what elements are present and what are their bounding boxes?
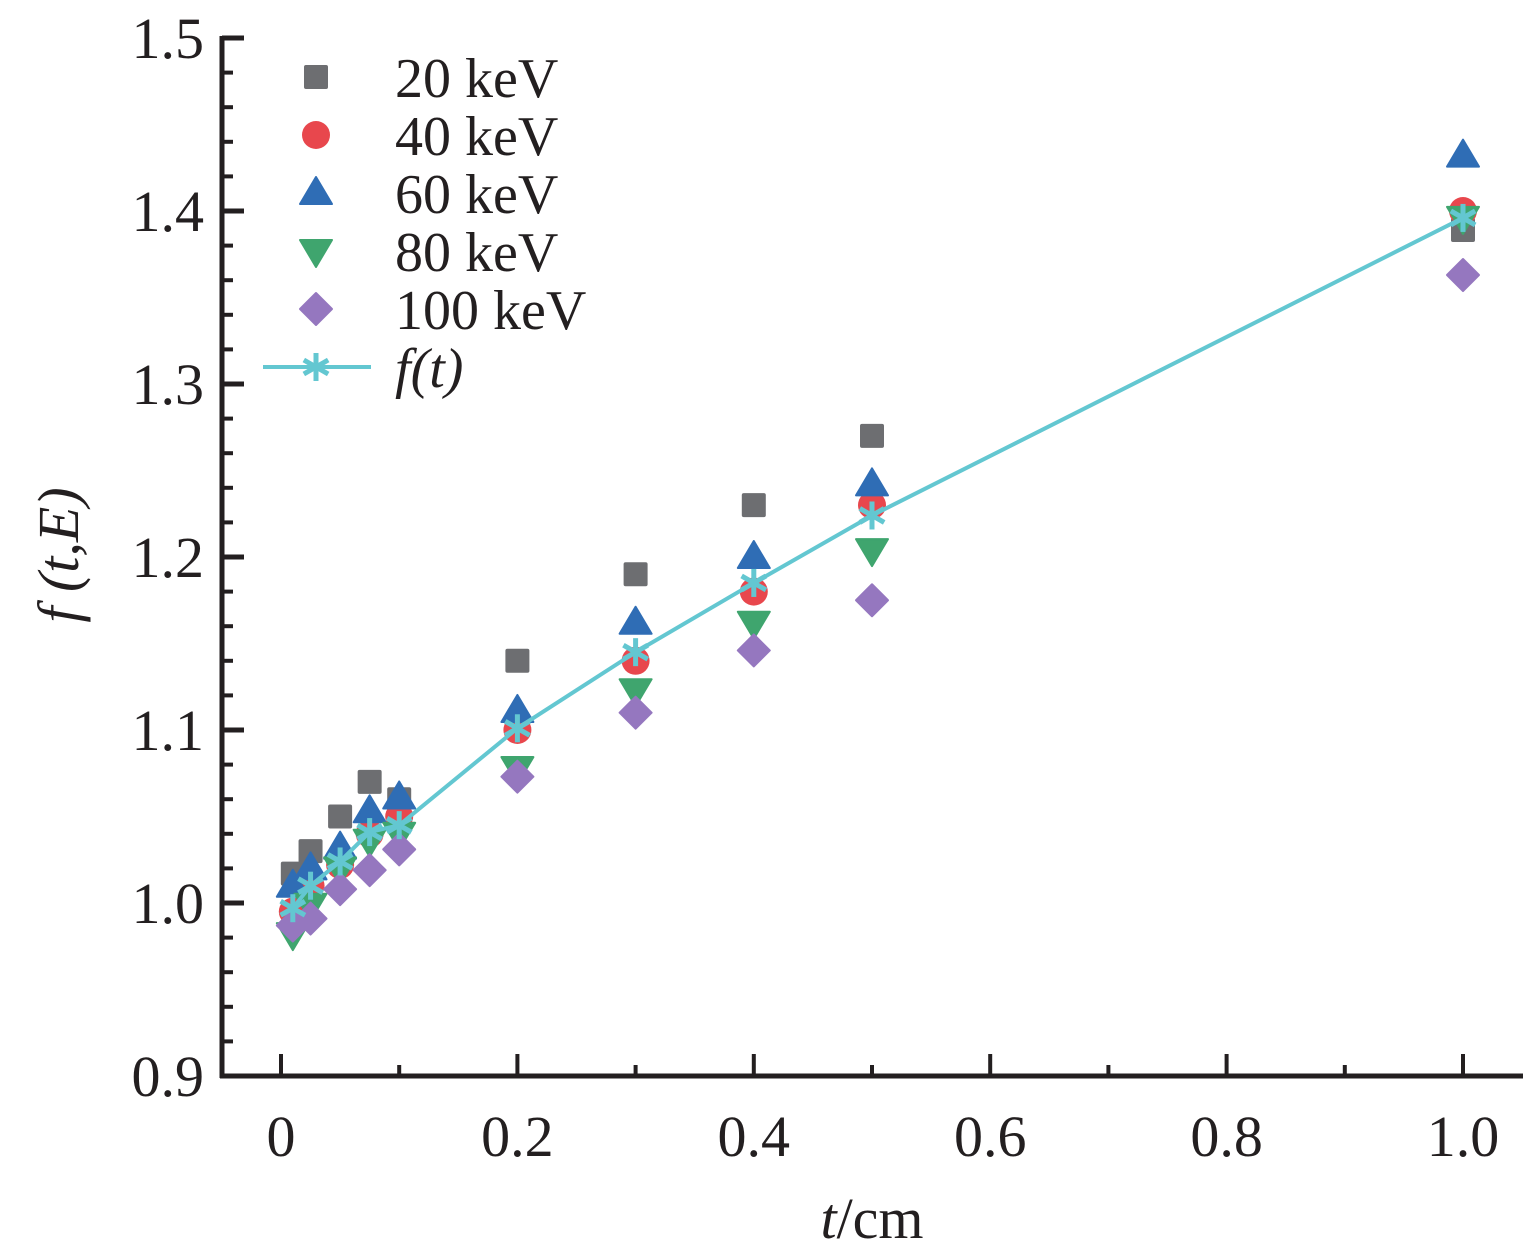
legend-item: 60 keV (299, 164, 558, 226)
legend-diamond-icon (299, 292, 333, 326)
y-tick-label: 0.9 (132, 1044, 205, 1109)
y-tick-label: 1.5 (132, 6, 205, 71)
x-tick-label: 1.0 (1427, 1104, 1500, 1169)
data-point (741, 493, 766, 518)
data-point (1449, 203, 1477, 232)
data-point (855, 467, 889, 497)
legend-triangle-down-icon (299, 239, 333, 268)
legend-label: 80 keV (395, 222, 558, 284)
legend-label: 100 keV (395, 280, 586, 342)
data-point (855, 538, 889, 568)
y-tick-label: 1.4 (132, 179, 205, 244)
legend-item: 80 keV (299, 222, 558, 284)
y-tick-label: 1.1 (132, 698, 205, 763)
data-point (740, 568, 768, 597)
fit-line (291, 216, 1464, 910)
x-axis-title-var: t (820, 1186, 838, 1251)
data-point (382, 780, 417, 810)
data-point (623, 562, 648, 587)
data-point (1446, 258, 1480, 293)
data-point (323, 872, 358, 907)
legend-label: 20 keV (395, 48, 558, 110)
data-point (736, 540, 771, 569)
y-axis-title-args: (t,E) (26, 487, 91, 606)
x-tick-label: 0.6 (954, 1104, 1027, 1169)
legend-square-icon (304, 65, 328, 89)
series-60-kev (275, 138, 1480, 898)
x-axis-title: t/cm (820, 1186, 923, 1251)
data-point (382, 832, 417, 867)
data-point (618, 695, 653, 730)
data-point (500, 759, 535, 794)
x-tick-label: 0.8 (1190, 1104, 1263, 1169)
data-point (352, 853, 387, 888)
x-tick-label: 0.4 (718, 1104, 791, 1169)
x-axis-title-unit: /cm (837, 1186, 924, 1251)
data-point (618, 678, 653, 708)
legend-asterisk-icon (302, 353, 330, 381)
axes: 0.9 1.0 1.1 1.2 1.3 1.4 1.5 0 0.2 0.4 0.6 0.8 1.0 (132, 6, 1523, 1169)
y-axis-title: f (t,E) (26, 487, 91, 622)
data-point (503, 714, 531, 743)
legend-label: 40 keV (395, 106, 558, 168)
data-point (622, 638, 650, 667)
data-point (505, 648, 530, 673)
data-point (328, 804, 353, 829)
data-point (279, 894, 307, 923)
legend-circle-icon (302, 121, 330, 149)
data-point (385, 811, 413, 840)
x-tick-label: 0 (267, 1104, 296, 1169)
y-tick-label: 1.0 (132, 871, 205, 936)
y-tick-label: 1.2 (132, 525, 205, 590)
data-point (618, 605, 653, 635)
legend-item: 100 keV (299, 280, 586, 342)
data-point (736, 633, 771, 668)
legend-item: 20 keV (304, 48, 558, 110)
data-point (860, 423, 884, 448)
data-point (298, 839, 323, 864)
data-point (855, 583, 889, 618)
legend-label: f(t) (395, 338, 463, 400)
data-point (1446, 138, 1480, 168)
legend-item: 40 keV (302, 106, 558, 168)
y-tick-label: 1.3 (132, 352, 205, 417)
data-point (736, 610, 771, 640)
legend-label-args: (t) (411, 338, 464, 400)
series-100-kev (275, 258, 1480, 943)
data-point (326, 847, 354, 876)
legend-item: f(t) (263, 338, 463, 400)
data-point (357, 769, 382, 794)
legend-triangle-up-icon (299, 176, 333, 205)
data-marks (275, 138, 1480, 952)
data-point (858, 501, 886, 530)
x-tick-label: 0.2 (481, 1104, 554, 1169)
data-point (356, 818, 384, 847)
data-point (297, 871, 324, 900)
series-f-t (279, 203, 1477, 923)
legend-label: 60 keV (395, 164, 558, 226)
